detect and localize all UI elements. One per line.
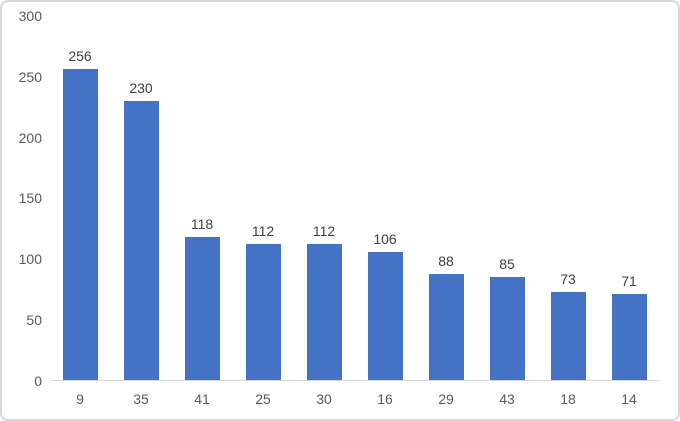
bar-value-label: 118 bbox=[190, 216, 214, 233]
y-tick-label: 200 bbox=[18, 129, 42, 146]
y-tick-label: 250 bbox=[18, 68, 42, 85]
bar bbox=[428, 273, 464, 381]
x-tick-label: 30 bbox=[316, 391, 332, 407]
bar bbox=[611, 294, 647, 381]
x-tick-label: 18 bbox=[560, 391, 576, 407]
y-tick-label: 0 bbox=[34, 372, 42, 389]
bar-value-label: 106 bbox=[373, 230, 397, 247]
bar-value-label: 85 bbox=[499, 256, 515, 273]
y-tick-label: 100 bbox=[18, 251, 42, 267]
x-tick-label: 35 bbox=[133, 391, 149, 407]
bar bbox=[550, 291, 586, 381]
y-tick-label: 150 bbox=[18, 190, 42, 207]
bar-value-label: 88 bbox=[438, 252, 454, 269]
x-tick-label: 9 bbox=[76, 391, 84, 407]
bar-value-label: 71 bbox=[621, 273, 637, 290]
x-tick-label: 41 bbox=[194, 391, 210, 407]
x-tick-label: 25 bbox=[255, 391, 271, 407]
y-tick-label: 300 bbox=[18, 8, 42, 24]
bar-value-label: 230 bbox=[129, 80, 153, 97]
bar-value-label: 256 bbox=[68, 48, 92, 65]
bar-value-label: 112 bbox=[251, 223, 275, 240]
bar bbox=[306, 244, 342, 381]
bar bbox=[489, 277, 525, 381]
bar bbox=[184, 237, 220, 381]
x-tick-label: 43 bbox=[499, 391, 515, 407]
bar bbox=[62, 69, 98, 381]
bar bbox=[367, 251, 403, 381]
y-tick-label: 50 bbox=[26, 311, 42, 328]
x-tick-label: 29 bbox=[438, 391, 454, 407]
bar bbox=[123, 101, 159, 381]
bar-value-label: 112 bbox=[312, 223, 336, 240]
x-tick-label: 16 bbox=[377, 391, 393, 407]
x-axis-line bbox=[49, 380, 660, 381]
bar-value-label: 73 bbox=[560, 270, 576, 287]
bar bbox=[245, 244, 281, 381]
x-tick-label: 14 bbox=[621, 391, 637, 407]
